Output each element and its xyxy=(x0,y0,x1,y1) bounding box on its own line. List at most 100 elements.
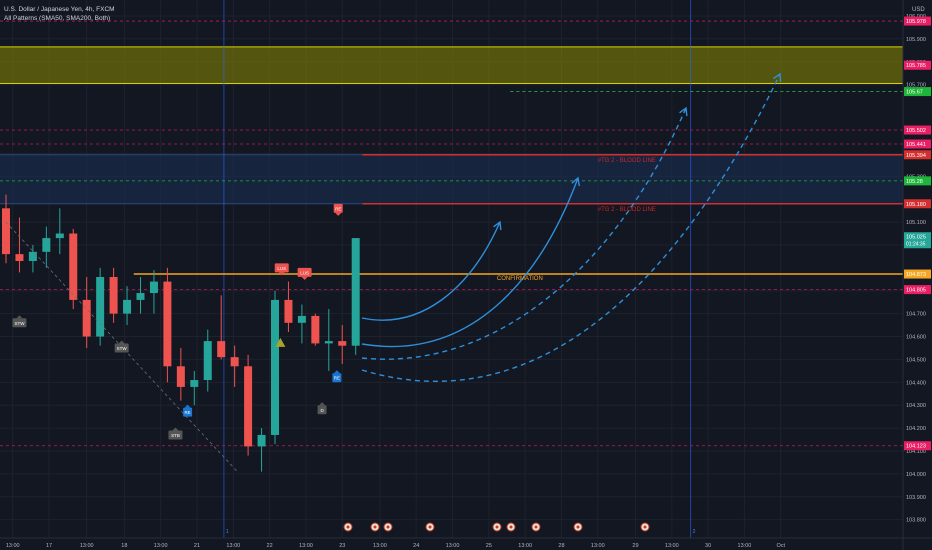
candles[interactable] xyxy=(2,194,360,472)
stw-marker-2-tip xyxy=(118,340,125,344)
stw-marker-1[interactable]: STW xyxy=(12,315,27,328)
level-105-978-tag xyxy=(904,16,931,26)
event-icon-3-dot xyxy=(386,525,390,529)
current-price-text: 105.025 xyxy=(906,235,926,241)
currency-label[interactable]: USD xyxy=(912,7,925,13)
re-marker-2[interactable]: RE xyxy=(332,370,342,383)
candle-2[interactable] xyxy=(15,217,24,273)
lus-marker-1[interactable]: LUS xyxy=(274,263,289,276)
candle-21[interactable] xyxy=(271,290,279,445)
time-tick-17: 29 xyxy=(632,543,638,549)
re-marker-top[interactable]: RE xyxy=(333,203,343,216)
stb-marker[interactable]: STB xyxy=(168,427,183,440)
candle-12[interactable] xyxy=(149,270,158,314)
candle-22[interactable] xyxy=(284,281,293,332)
candle-body-4 xyxy=(42,238,51,252)
stb-marker-text: STB xyxy=(171,433,180,438)
level-105-180-tag xyxy=(904,199,931,209)
price-tick-17: 105.900 xyxy=(906,37,926,43)
re-marker-2-box xyxy=(332,373,342,383)
event-icon-8[interactable] xyxy=(573,522,583,532)
candle-3[interactable] xyxy=(28,244,37,273)
stw-marker-2-box xyxy=(114,343,129,353)
stw-marker-1-box xyxy=(12,318,27,328)
arrow-1 xyxy=(361,221,501,321)
d-marker-box xyxy=(317,405,327,415)
candle-16[interactable] xyxy=(203,329,212,392)
candle-body-17 xyxy=(217,341,226,358)
level-green-1-tag xyxy=(904,87,931,97)
candle-body-2 xyxy=(15,254,24,261)
candle-body-3 xyxy=(28,251,37,261)
candle-4[interactable] xyxy=(42,226,51,268)
time-tick-3: 18 xyxy=(121,543,127,549)
candle-14[interactable] xyxy=(176,347,185,401)
candle-6[interactable] xyxy=(69,228,78,310)
candle-25[interactable] xyxy=(324,309,333,371)
price-tick-1: 103.900 xyxy=(906,495,926,501)
price-axis[interactable]: 103.800 103.900 104.000 104.100 104.200 104.3… xyxy=(902,0,932,550)
level-105-785-tag-text: 105.785 xyxy=(906,63,926,69)
candle-8[interactable] xyxy=(96,267,105,346)
re-marker-top-tip xyxy=(335,212,342,216)
re-marker-1-box xyxy=(183,407,193,417)
candle-9[interactable] xyxy=(109,267,118,323)
zones xyxy=(0,46,903,205)
countdown-text: 01:24:35 xyxy=(906,242,926,248)
economic-events[interactable] xyxy=(343,522,650,532)
d-marker[interactable]: D xyxy=(317,402,327,415)
candle-23[interactable] xyxy=(297,304,306,344)
candle-10[interactable] xyxy=(123,286,132,326)
time-tick-18: 13:00 xyxy=(665,543,679,549)
lus-marker-2-text: LUS xyxy=(300,270,309,275)
lus-marker-2[interactable]: LUS xyxy=(297,267,312,280)
event-icon-7[interactable] xyxy=(531,522,541,532)
re-marker-1[interactable]: RE xyxy=(183,404,193,417)
time-tick-4: 13:00 xyxy=(154,543,168,549)
event-icon-6[interactable] xyxy=(506,522,516,532)
candle-11[interactable] xyxy=(136,277,145,314)
stb-marker-tip xyxy=(172,427,179,431)
candle-24[interactable] xyxy=(311,313,320,346)
stb-marker-box xyxy=(168,430,183,440)
candle-15[interactable] xyxy=(190,370,199,406)
candle-body-9 xyxy=(109,277,118,314)
stw-marker-2[interactable]: STW xyxy=(114,340,129,353)
event-icon-3[interactable] xyxy=(383,522,393,532)
time-tick-12: 13:00 xyxy=(446,543,460,549)
candle-17[interactable] xyxy=(217,295,226,360)
time-tick-21: Oct xyxy=(776,543,785,549)
event-icon-5[interactable] xyxy=(492,522,502,532)
candle-19[interactable] xyxy=(244,354,253,456)
candle-1[interactable] xyxy=(2,194,10,264)
time-axis[interactable]: 13:00 17 13:00 18 13:00 21 13:00 22 13:00 23 13:00… xyxy=(0,537,932,549)
triangle-marker xyxy=(275,337,286,347)
candle-body-18 xyxy=(230,357,239,367)
yellow-zone xyxy=(0,46,903,84)
candle-18[interactable] xyxy=(230,345,239,387)
candle-26[interactable] xyxy=(338,325,347,365)
event-icon-1[interactable] xyxy=(343,522,353,532)
candle-body-11 xyxy=(136,293,145,300)
candle-20[interactable] xyxy=(257,428,266,472)
level-104-873-tag xyxy=(904,269,931,279)
event-icon-2[interactable] xyxy=(370,522,380,532)
candle-body-20 xyxy=(257,434,266,447)
candle-body-14 xyxy=(176,366,185,387)
candle-13[interactable] xyxy=(163,267,172,383)
event-icon-4[interactable] xyxy=(425,522,435,532)
candle-7[interactable] xyxy=(82,277,91,348)
candle-5[interactable] xyxy=(55,208,64,255)
level-105-441-tag-text: 105.441 xyxy=(906,142,926,148)
level-105-502-tag xyxy=(904,125,931,135)
price-tick-9: 104.700 xyxy=(906,312,926,318)
pattern-markers[interactable]: STW STW RE STB LUS LUS RE RE D xyxy=(12,203,343,440)
event-icon-9[interactable] xyxy=(640,522,650,532)
candle-27[interactable] xyxy=(351,238,360,355)
candle-body-10 xyxy=(123,299,132,314)
level-104-805-tag-text: 104.805 xyxy=(906,288,926,294)
level-105-441-tag xyxy=(904,139,931,149)
price-tick-6: 104.400 xyxy=(906,380,926,386)
time-tick-0: 13:00 xyxy=(6,543,20,549)
